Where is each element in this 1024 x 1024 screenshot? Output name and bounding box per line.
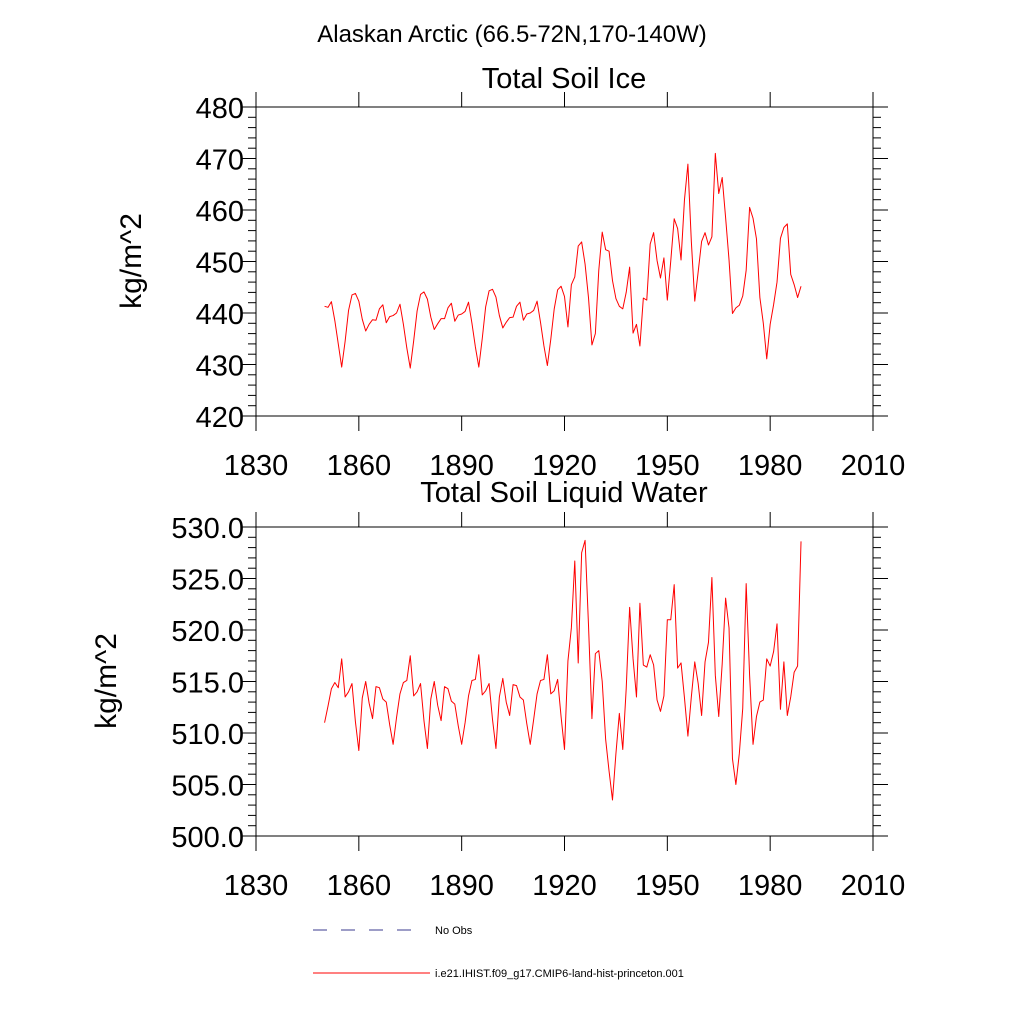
x-tick-label: 2010 bbox=[841, 870, 906, 902]
x-tick-labels: 1830 1860 1890 1920 1950 1980 2010 bbox=[224, 450, 906, 482]
x-tick-label: 1890 bbox=[429, 450, 494, 482]
plot-frame bbox=[255, 526, 874, 837]
y-tick-label: 505.0 bbox=[171, 771, 244, 803]
y-tick-label: 525.0 bbox=[171, 565, 244, 597]
y-tick-label: 520.0 bbox=[171, 616, 244, 648]
x-tick-labels: 1830 1860 1890 1920 1950 1980 2010 bbox=[224, 870, 906, 902]
axis-ticks bbox=[241, 92, 888, 431]
y-tick-label: 450 bbox=[196, 248, 244, 280]
y-tick-label: 420 bbox=[196, 402, 244, 434]
y-tick-label: 510.0 bbox=[171, 719, 244, 751]
y-axis-label: kg/m^2 bbox=[90, 633, 123, 729]
y-tick-label: 430 bbox=[196, 351, 244, 383]
x-tick-label: 1950 bbox=[635, 870, 700, 902]
chart-title: Total Soil Liquid Water bbox=[420, 477, 708, 509]
x-tick-label: 1980 bbox=[738, 450, 803, 482]
chart-panel-soil-ice: Total Soil Ice kg/m^2 420 430 440 450 460 470… bbox=[115, 63, 905, 482]
figure-title: Alaskan Arctic (66.5-72N,170-140W) bbox=[317, 21, 707, 48]
x-tick-label: 1860 bbox=[327, 870, 392, 902]
x-tick-label: 1920 bbox=[532, 870, 597, 902]
x-tick-label: 1950 bbox=[635, 450, 700, 482]
chart-title: Total Soil Ice bbox=[482, 63, 646, 95]
plot-frame bbox=[255, 106, 874, 417]
legend: No Obs i.e21.IHIST.f09_g17.CMIP6-land-hi… bbox=[313, 925, 684, 980]
data-series bbox=[324, 152, 802, 369]
x-tick-label: 1980 bbox=[738, 870, 803, 902]
legend-label-no-obs: No Obs bbox=[435, 925, 473, 937]
x-tick-label: 1890 bbox=[429, 870, 494, 902]
series-line bbox=[324, 152, 802, 369]
y-tick-label: 530.0 bbox=[171, 513, 244, 545]
data-series bbox=[324, 539, 802, 801]
y-tick-label: 440 bbox=[196, 299, 244, 331]
series-line bbox=[324, 539, 802, 801]
axis-ticks bbox=[241, 512, 888, 851]
legend-label-model: i.e21.IHIST.f09_g17.CMIP6-land-hist-prin… bbox=[435, 968, 684, 980]
y-tick-label: 515.0 bbox=[171, 668, 244, 700]
y-tick-label: 470 bbox=[196, 145, 244, 177]
x-tick-label: 1860 bbox=[327, 450, 392, 482]
y-axis-label: kg/m^2 bbox=[115, 213, 148, 309]
y-tick-label: 480 bbox=[196, 93, 244, 125]
x-tick-label: 1830 bbox=[224, 870, 289, 902]
x-tick-label: 1920 bbox=[532, 450, 597, 482]
x-tick-label: 1830 bbox=[224, 450, 289, 482]
y-tick-labels: 420 430 440 450 460 470 480 bbox=[196, 93, 244, 434]
chart-panel-soil-liquid-water: Total Soil Liquid Water kg/m^2 500.0 505.… bbox=[90, 477, 905, 902]
x-tick-label: 2010 bbox=[841, 450, 906, 482]
y-tick-labels: 500.0 505.0 510.0 515.0 520.0 525.0 530.0 bbox=[171, 513, 244, 854]
y-tick-label: 460 bbox=[196, 196, 244, 228]
y-tick-label: 500.0 bbox=[171, 822, 244, 854]
